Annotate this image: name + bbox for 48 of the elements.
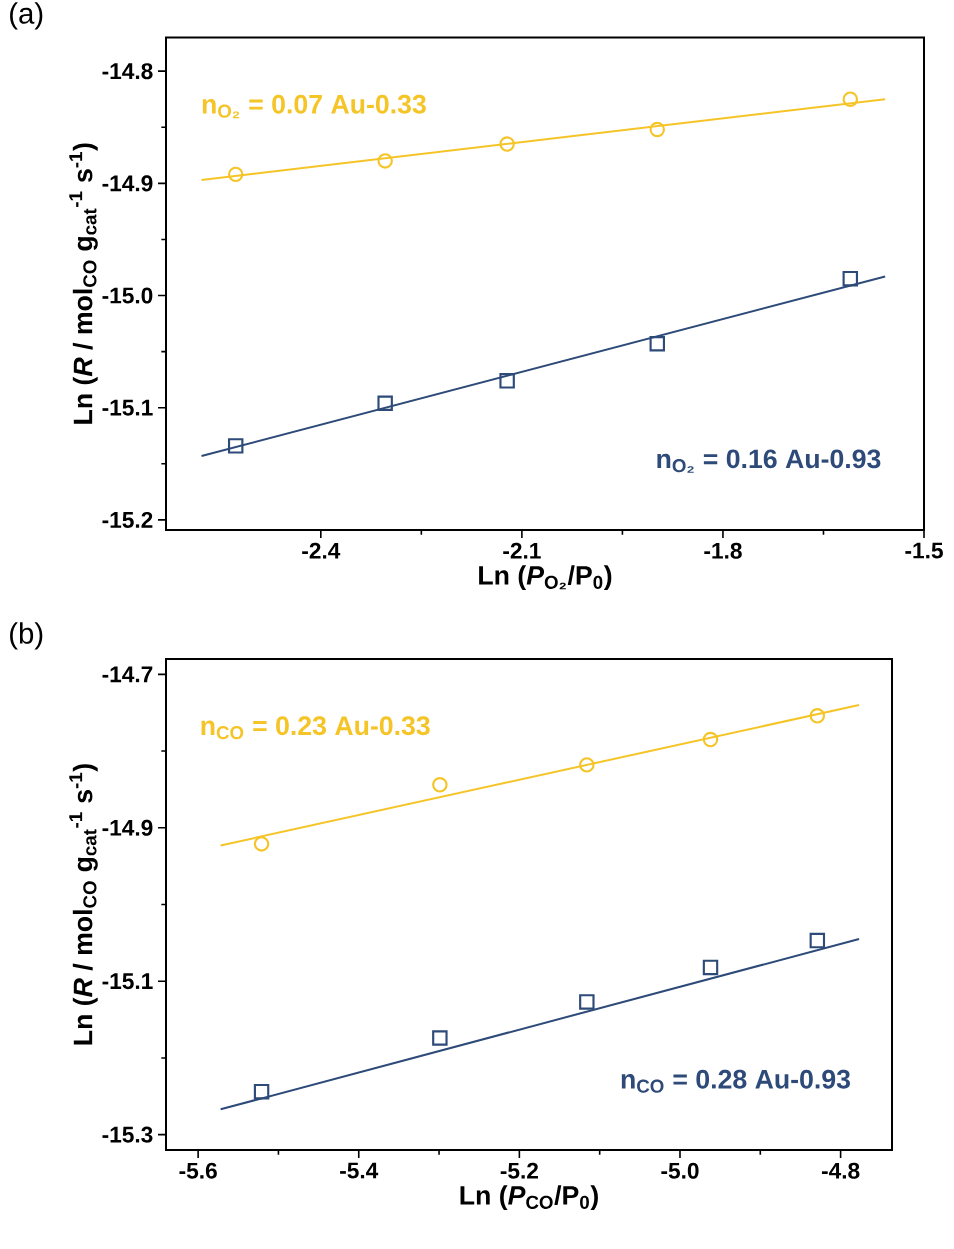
point [809,708,826,724]
x-axis-title: Ln (P$_{O₂}$/P$_{0}$) [479,565,612,591]
x-tick-label: -2.1 [503,542,541,559]
point [499,136,515,152]
point [377,153,393,169]
point [432,1030,448,1046]
text: (a) [10,2,43,30]
y-tick-label: -15.0 [102,287,153,304]
text: n$_{CO}$ = 0.28 Au-0.93 [621,1069,850,1093]
y-tick-label: -14.8 [102,63,153,80]
y-tick-label: -15.1 [102,973,153,990]
point [377,395,393,411]
x-tick-label: -1.8 [704,542,742,559]
point [579,757,595,773]
x-axis-title: Ln (P$_{CO}$/P$_{0}$) [460,1185,598,1211]
series-label: n$_{CO}$ = 0.23 Au-0.33 [201,716,430,740]
text: Ln (R / mol$_{CO}$ g$_{cat}$$^{-1}$ s$^{-1}$) [69,143,98,424]
y-tick-label: -14.9 [102,819,153,836]
point [253,1083,270,1100]
point [432,777,448,793]
point [649,336,665,352]
point [702,731,719,748]
x-tick-label: -2.4 [302,542,341,559]
x-tick-label: -5.0 [661,1162,699,1179]
y-tick-label: -15.1 [102,399,153,416]
point [702,959,719,976]
point [227,166,244,183]
y-tick-label: -15.2 [102,511,153,528]
x-tick-label: -5.2 [500,1162,538,1179]
text: (b) [10,622,43,650]
point [253,836,270,852]
y-tick-label: -14.9 [102,175,153,192]
y-tick-label: -15.3 [102,1126,153,1143]
x-tick-label: -1.5 [905,542,943,559]
point [842,270,859,287]
x-tick-label: -4.8 [821,1162,860,1179]
y-tick-label: -14.7 [102,666,153,683]
point [809,932,826,949]
point [842,91,859,107]
point [227,438,244,454]
text: n$_{O₂}$ = 0.16 Au-0.93 [657,449,881,473]
text: Ln (R / mol$_{CO}$ g$_{cat}$$^{-1}$ s$^{-1}$) [69,764,98,1045]
point [499,373,515,389]
point [579,994,595,1010]
x-tick-label: -5.6 [179,1162,217,1179]
series-label: n$_{O₂}$ = 0.07 Au-0.33 [202,94,426,119]
x-tick-label: -5.4 [340,1162,379,1179]
point [649,121,665,138]
